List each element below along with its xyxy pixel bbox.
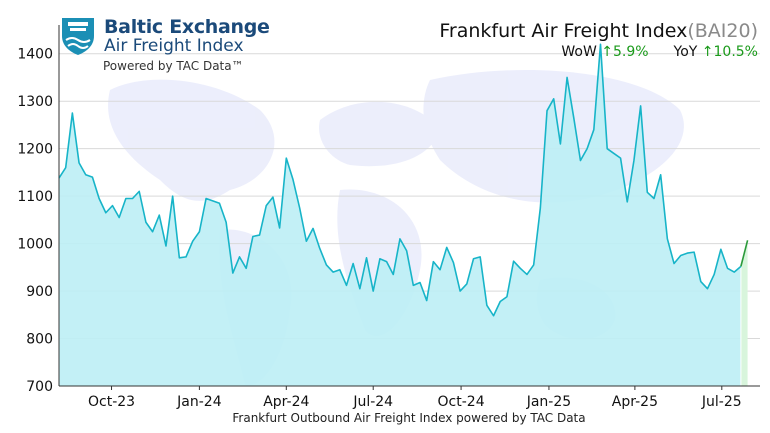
x-tick-label: Jul-25 xyxy=(701,394,742,410)
wow-label: WoW xyxy=(561,44,597,60)
x-tick-label: Apr-25 xyxy=(612,394,658,410)
yoy-label: YoY xyxy=(673,44,698,60)
y-tick-label: 1000 xyxy=(17,237,53,253)
y-tick-label: 1300 xyxy=(17,94,53,110)
x-tick-label: Apr-24 xyxy=(263,394,309,410)
x-tick-label: Jan-24 xyxy=(176,394,222,410)
x-tick-label: Oct-24 xyxy=(438,394,485,410)
change-summary: WoW ↑5.9% YoY ↑10.5% xyxy=(561,44,758,60)
yoy-value: ↑10.5% xyxy=(701,44,758,60)
baltic-shield-icon xyxy=(62,18,94,55)
series-line xyxy=(58,43,742,317)
chart-title-text: Frankfurt Air Freight Index xyxy=(439,20,688,42)
x-tick-label: Jul-24 xyxy=(352,394,393,410)
latest-week-line xyxy=(740,240,749,267)
wow-value: ↑5.9% xyxy=(601,44,649,60)
area-fill xyxy=(59,44,741,387)
y-tick-label: 1200 xyxy=(17,142,53,158)
x-tick-label: Jan-25 xyxy=(526,394,571,410)
latest-week-fill xyxy=(740,240,748,386)
logo-name: Baltic Exchange xyxy=(104,16,270,38)
y-tick-label: 1400 xyxy=(17,47,53,63)
baltic-exchange-logo: Baltic Exchange Air Freight Index Powere… xyxy=(60,14,270,76)
area-layer xyxy=(58,43,749,387)
y-tick-label: 700 xyxy=(26,379,53,395)
logo-powered-by: Powered by TAC Data™ xyxy=(103,59,244,73)
logo-subtitle: Air Freight Index xyxy=(104,36,244,56)
x-tick-labels: Oct-23 Jan-24 Apr-24 Jul-24 Oct-24 Jan-25 Apr-… xyxy=(88,386,742,410)
y-tick-label: 800 xyxy=(26,332,53,348)
y-tick-labels: 700 800 900 1000 1100 1200 1300 1400 xyxy=(17,47,53,395)
x-axis-label: Frankfurt Outbound Air Freight Index pow… xyxy=(232,411,585,425)
y-tick-label: 1100 xyxy=(17,189,53,205)
chart-title-code: (BAI20) xyxy=(687,20,758,42)
chart-title: Frankfurt Air Freight Index(BAI20) xyxy=(439,20,758,42)
axes xyxy=(58,25,760,387)
y-tick-label: 900 xyxy=(26,284,53,300)
x-tick-label: Oct-23 xyxy=(88,394,135,410)
